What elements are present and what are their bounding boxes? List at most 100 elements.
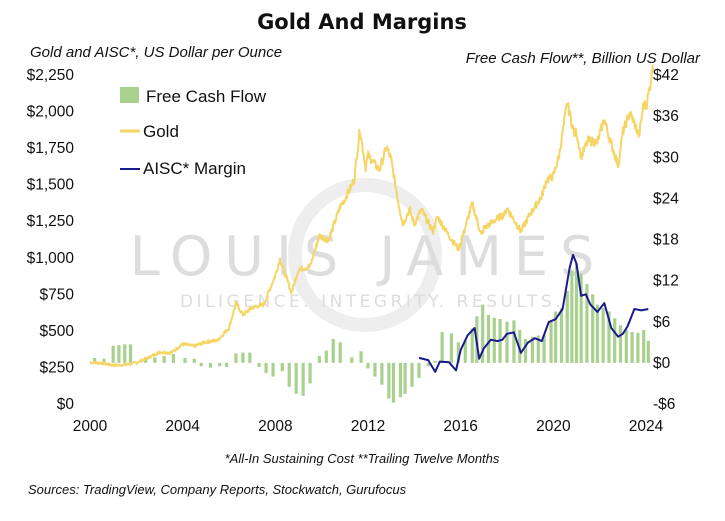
aisc-margin-line	[418, 253, 649, 373]
fcf-bar	[595, 304, 599, 363]
left-tick-label: $1,750	[27, 140, 75, 157]
right-tick-label: $6	[653, 314, 670, 331]
fcf-bar	[646, 340, 650, 363]
fcf-bar	[440, 332, 444, 363]
fcf-bar	[449, 333, 453, 363]
legend-aisc: AISC* Margin	[120, 159, 246, 178]
fcf-bar	[257, 362, 261, 367]
legend-gold: Gold	[120, 122, 179, 141]
watermark-emblem	[288, 178, 442, 332]
fcf-bar	[225, 362, 229, 367]
fcf-bar	[241, 352, 245, 363]
fcf-bar	[93, 358, 97, 363]
fcf-bar	[530, 336, 535, 363]
fcf-bar	[591, 294, 595, 363]
fcf-bar	[523, 338, 528, 363]
fcf-bar	[234, 353, 238, 363]
fcf-bar	[486, 314, 491, 363]
fcf-bar	[574, 263, 579, 363]
left-tick-label: $1,250	[27, 213, 75, 230]
fcf-bar	[271, 362, 275, 377]
watermark-name: LOUIS JAMES	[130, 225, 606, 288]
fcf-bar	[505, 321, 509, 363]
fcf-bar	[387, 362, 391, 399]
legend-fcf-label: Free Cash Flow	[146, 87, 267, 106]
x-tick-label: 2012	[351, 418, 385, 435]
fcf-bar	[111, 345, 115, 363]
fcf-bar	[565, 290, 569, 363]
left-tick-label: $1,500	[27, 177, 75, 194]
right-tick-label: $42	[653, 67, 679, 84]
footnote: *All-In Sustaining Cost **Trailing Twelv…	[225, 451, 500, 466]
left-tick-label: $2,250	[27, 67, 75, 84]
left-tick-label: $500	[40, 323, 75, 340]
x-tick-label: 2008	[258, 418, 292, 435]
right-axis-ticks: -$6 $0 $6 $12 $18 $24 $30 $36 $42	[653, 67, 679, 413]
fcf-bar	[308, 362, 312, 384]
fcf-bar	[536, 335, 540, 363]
legend-fcf-swatch	[120, 87, 139, 103]
x-tick-label: 2004	[165, 418, 200, 435]
x-tick-label: 2020	[536, 418, 571, 435]
fcf-bar	[463, 340, 467, 363]
right-tick-label: $30	[653, 149, 679, 166]
fcf-bar	[331, 338, 335, 363]
left-tick-label: $250	[40, 359, 75, 376]
fcf-bars	[93, 263, 650, 403]
gold-line	[89, 64, 654, 368]
fcf-bar	[208, 362, 213, 368]
x-tick-label: 2024	[629, 418, 664, 435]
fcf-bar	[102, 358, 106, 363]
fcf-bar	[398, 362, 403, 398]
fcf-bar	[470, 328, 474, 363]
fcf-bar	[192, 358, 196, 363]
fcf-bar	[570, 270, 574, 363]
right-tick-label: $36	[653, 108, 679, 125]
x-tick-label: 2016	[443, 418, 477, 435]
fcf-bar	[153, 357, 157, 363]
fcf-bar	[183, 358, 187, 363]
fcf-bar	[559, 308, 564, 363]
fcf-bar	[410, 362, 414, 387]
watermark: LOUIS JAMES DILIGENCE. INTEGRITY. RESULT…	[130, 178, 606, 332]
fcf-bar	[117, 345, 121, 363]
fcf-bar	[512, 320, 516, 363]
legend: Free Cash Flow Gold AISC* Margin	[120, 87, 267, 178]
fcf-bar	[456, 342, 460, 363]
fcf-bar	[162, 356, 166, 363]
left-tick-label: $750	[40, 286, 75, 303]
fcf-bar	[171, 353, 175, 363]
fcf-bar	[380, 362, 384, 385]
fcf-bar	[264, 362, 268, 374]
fcf-bar	[417, 362, 421, 378]
fcf-bar	[601, 308, 605, 363]
fcf-bar	[301, 362, 305, 396]
fcf-bar	[426, 362, 430, 367]
fcf-bar	[433, 360, 437, 363]
fcf-bar	[128, 344, 133, 363]
left-tick-label: $0	[57, 396, 75, 413]
left-tick-label: $1,000	[27, 250, 75, 267]
right-tick-label: $24	[653, 190, 679, 207]
fcf-bar	[144, 358, 148, 363]
legend-fcf: Free Cash Flow	[120, 87, 267, 106]
fcf-bar	[391, 362, 396, 403]
left-tick-label: $2,000	[27, 104, 75, 121]
left-axis-ticks: $0 $250 $500 $750 $1,000 $1,250 $1,500 $1,750 $2…	[27, 67, 75, 413]
legend-gold-label: Gold	[143, 122, 179, 141]
right-tick-label: $18	[653, 232, 679, 249]
fcf-bar	[549, 321, 553, 363]
x-tick-label: 2000	[73, 418, 108, 435]
fcf-bar	[607, 311, 611, 363]
fcf-bar	[618, 325, 623, 363]
fcf-bar	[280, 362, 284, 372]
fcf-bar	[585, 284, 589, 363]
fcf-bar	[624, 329, 628, 363]
fcf-bar	[366, 362, 370, 369]
fcf-bar	[287, 362, 291, 387]
watermark-tagline: DILIGENCE. INTEGRITY. RESULTS.	[180, 292, 564, 312]
right-tick-label: -$6	[653, 396, 675, 413]
fcf-bar	[294, 362, 298, 394]
fcf-bar	[373, 362, 377, 377]
